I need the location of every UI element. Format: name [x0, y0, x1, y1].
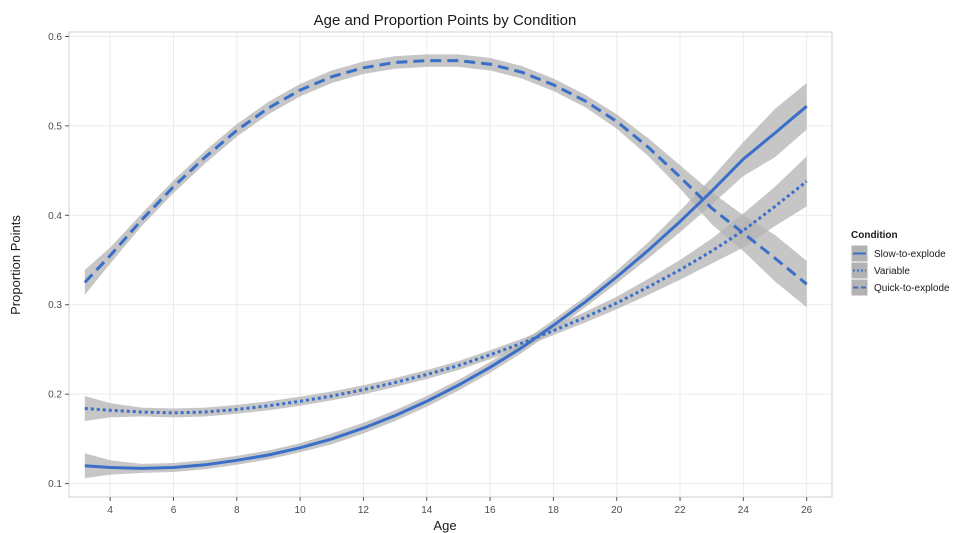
x-tick-label: 12	[358, 505, 370, 516]
legend-label-quick-to-explode: Quick-to-explode	[874, 283, 950, 294]
y-tick-label: 0.5	[48, 121, 62, 132]
x-tick-label: 18	[548, 505, 560, 516]
x-tick-label: 4	[107, 505, 113, 516]
y-tick-label: 0.3	[48, 300, 62, 311]
legend-label-slow-to-explode: Slow-to-explode	[874, 249, 946, 260]
x-tick-label: 6	[171, 505, 177, 516]
y-axis: 0.1 0.2 0.3 0.4 0.5 0.6	[48, 32, 69, 490]
legend-key-quick-to-explode	[850, 278, 869, 297]
band-variable	[84, 156, 807, 422]
chart-title: Age and Proportion Points by Condition	[314, 12, 577, 29]
x-tick-label: 24	[738, 505, 750, 516]
x-axis-title: Age	[433, 518, 456, 533]
x-tick-label: 20	[611, 505, 623, 516]
x-tick-label: 14	[421, 505, 433, 516]
x-tick-label: 22	[674, 505, 686, 516]
x-axis: 4 6 8 10 12 14 16 18 20 22 24 26	[107, 497, 813, 516]
plot-panel	[68, 31, 833, 498]
x-tick-label: 10	[295, 505, 307, 516]
legend-title: Condition	[851, 230, 898, 241]
legend: Condition Slow-to-explode Variable Quick-t…	[850, 230, 950, 297]
y-tick-label: 0.6	[48, 32, 62, 43]
legend-label-variable: Variable	[874, 266, 910, 277]
series-lines	[83, 59, 808, 470]
x-tick-label: 16	[485, 505, 497, 516]
confidence-bands	[84, 54, 807, 479]
line-slow-to-explode	[84, 105, 808, 470]
x-tick-label: 8	[234, 505, 240, 516]
y-tick-label: 0.2	[48, 390, 62, 401]
x-tick-label: 26	[801, 505, 813, 516]
y-tick-label: 0.4	[48, 211, 62, 222]
y-tick-label: 0.1	[48, 479, 62, 490]
line-variable	[84, 180, 808, 415]
y-axis-title: Proportion Points	[8, 215, 23, 315]
line-quick-to-explode	[83, 59, 808, 286]
